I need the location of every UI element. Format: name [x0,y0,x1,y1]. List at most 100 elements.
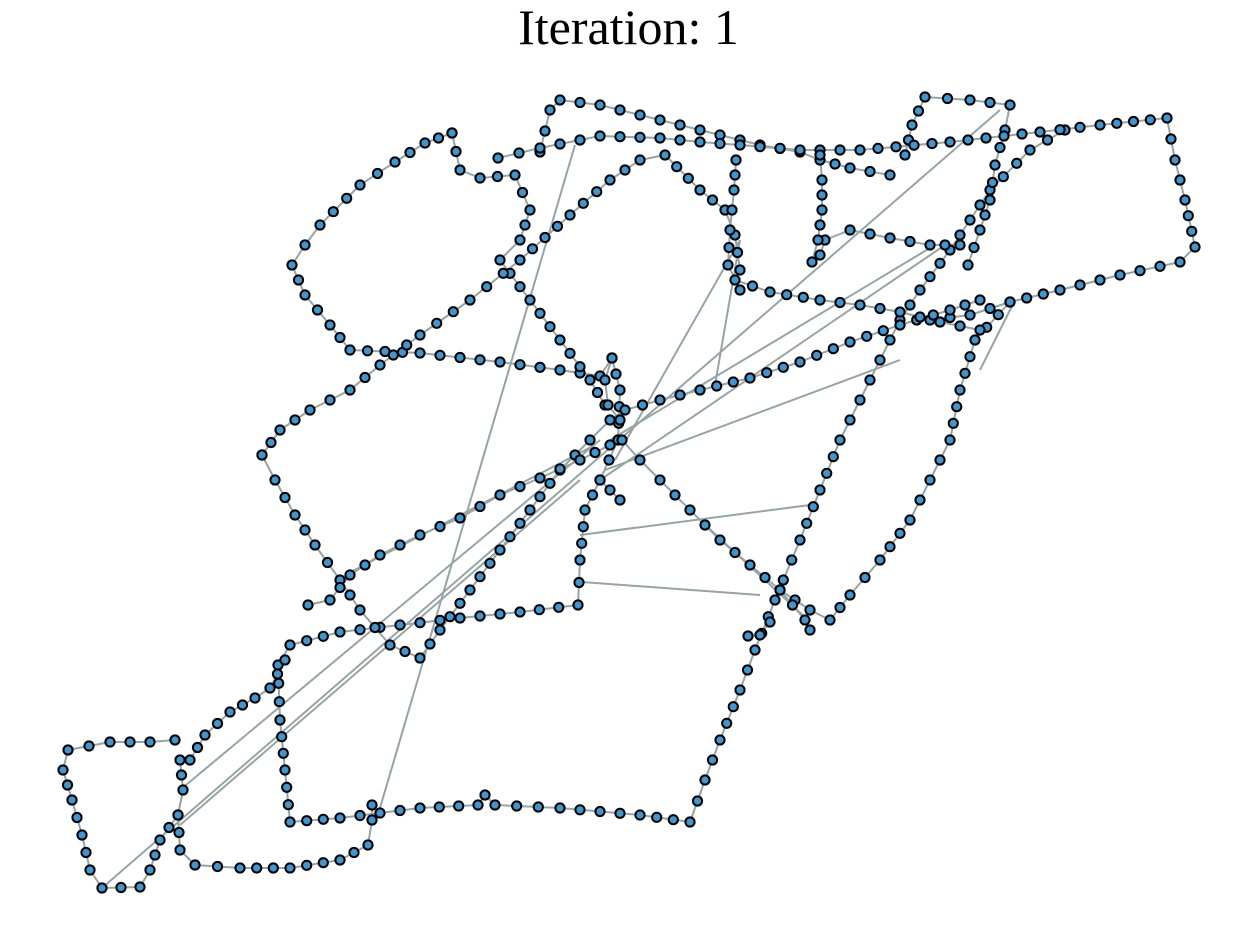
graph-node [414,347,426,359]
graph-node [1037,288,1049,300]
graph-node [163,821,175,834]
graph-edge [469,259,521,301]
graph-edge [379,144,576,809]
graph-node [534,361,546,373]
graph-node [514,359,526,371]
graph-node [474,610,486,622]
graph-node [1054,284,1066,296]
graph-node [211,717,224,730]
graph-node [699,774,711,786]
graph-node [919,91,931,103]
graph-node [494,489,506,501]
graph-node [599,374,611,386]
graph-node [374,359,386,371]
graph-edge [529,469,561,511]
plot-title: Iteration: 1 [518,0,739,55]
graph-node [399,645,411,658]
graph-node [951,401,963,413]
graph-edge [739,144,801,151]
graph-node [604,439,616,451]
graph-node [894,319,906,331]
graph-node [574,804,586,816]
graph-node [317,813,329,825]
graph-node [814,249,826,261]
graph-edge [769,291,821,301]
graph-node [454,612,466,624]
graph-node [1144,114,1156,126]
graph-node [829,158,841,170]
graph-node [354,809,366,822]
graph-node [276,731,288,743]
graph-node [844,162,856,174]
graph-node [602,399,614,411]
graph-node [394,804,406,817]
graph-node [944,304,956,316]
graph-node [341,192,353,204]
graph-node [481,281,493,293]
graph-node [514,606,526,618]
graph-node [524,204,536,216]
graph-node [359,559,371,571]
graph-node [899,149,911,161]
graph-node [964,351,976,363]
graph-node [474,500,486,513]
graph-node [534,307,546,319]
graph-node [684,504,696,516]
graph-node [274,424,286,436]
graph-node [984,194,996,206]
graph-node [816,174,828,186]
graph-node [359,371,371,384]
graph-node [854,299,866,311]
graph-node [494,544,506,556]
graph-node [614,104,626,116]
graph-node [514,281,526,293]
graph-edge [494,804,561,809]
graph-edge [279,719,286,771]
graph-node [534,142,546,154]
graph-node [804,604,816,616]
graph-node [1004,296,1016,308]
graph-node [454,597,466,609]
graph-node [344,589,356,601]
graph-node [694,184,706,196]
graph-node [514,234,526,246]
graph-node [273,696,285,708]
graph-node [317,630,329,642]
graph-node [256,449,268,461]
graph-node [606,352,618,364]
graph-edge [599,244,946,481]
graph-node [554,334,566,346]
graph-node [706,754,719,766]
graph-node [854,394,866,406]
graph-node [273,677,285,689]
graph-node [279,491,291,504]
graph-edge [754,599,776,651]
graph-node [872,142,884,154]
graph-node [551,220,564,232]
graph-node [924,474,936,486]
graph-edge [289,859,341,869]
graph-node [844,336,856,348]
graph-node [749,644,761,656]
graph-node [904,299,916,311]
graph-edge [499,361,561,371]
graph-node [994,141,1006,154]
graph-node [801,517,813,529]
graph-edge [101,109,1001,889]
graph-node [334,581,346,594]
graph-node [447,306,459,318]
graph-node [289,414,301,426]
graph-node [980,132,992,144]
graph-edge [289,817,341,823]
graph-edge [699,377,751,391]
graph-node [744,559,756,571]
graph-node [334,331,346,344]
graph-node [576,537,588,549]
graph-node [492,152,504,164]
graph-node [594,130,606,142]
graph-node [959,299,971,311]
graph-node [824,614,836,626]
graph-node [1034,126,1046,138]
graph-node [366,814,378,826]
graph-node [584,374,596,386]
